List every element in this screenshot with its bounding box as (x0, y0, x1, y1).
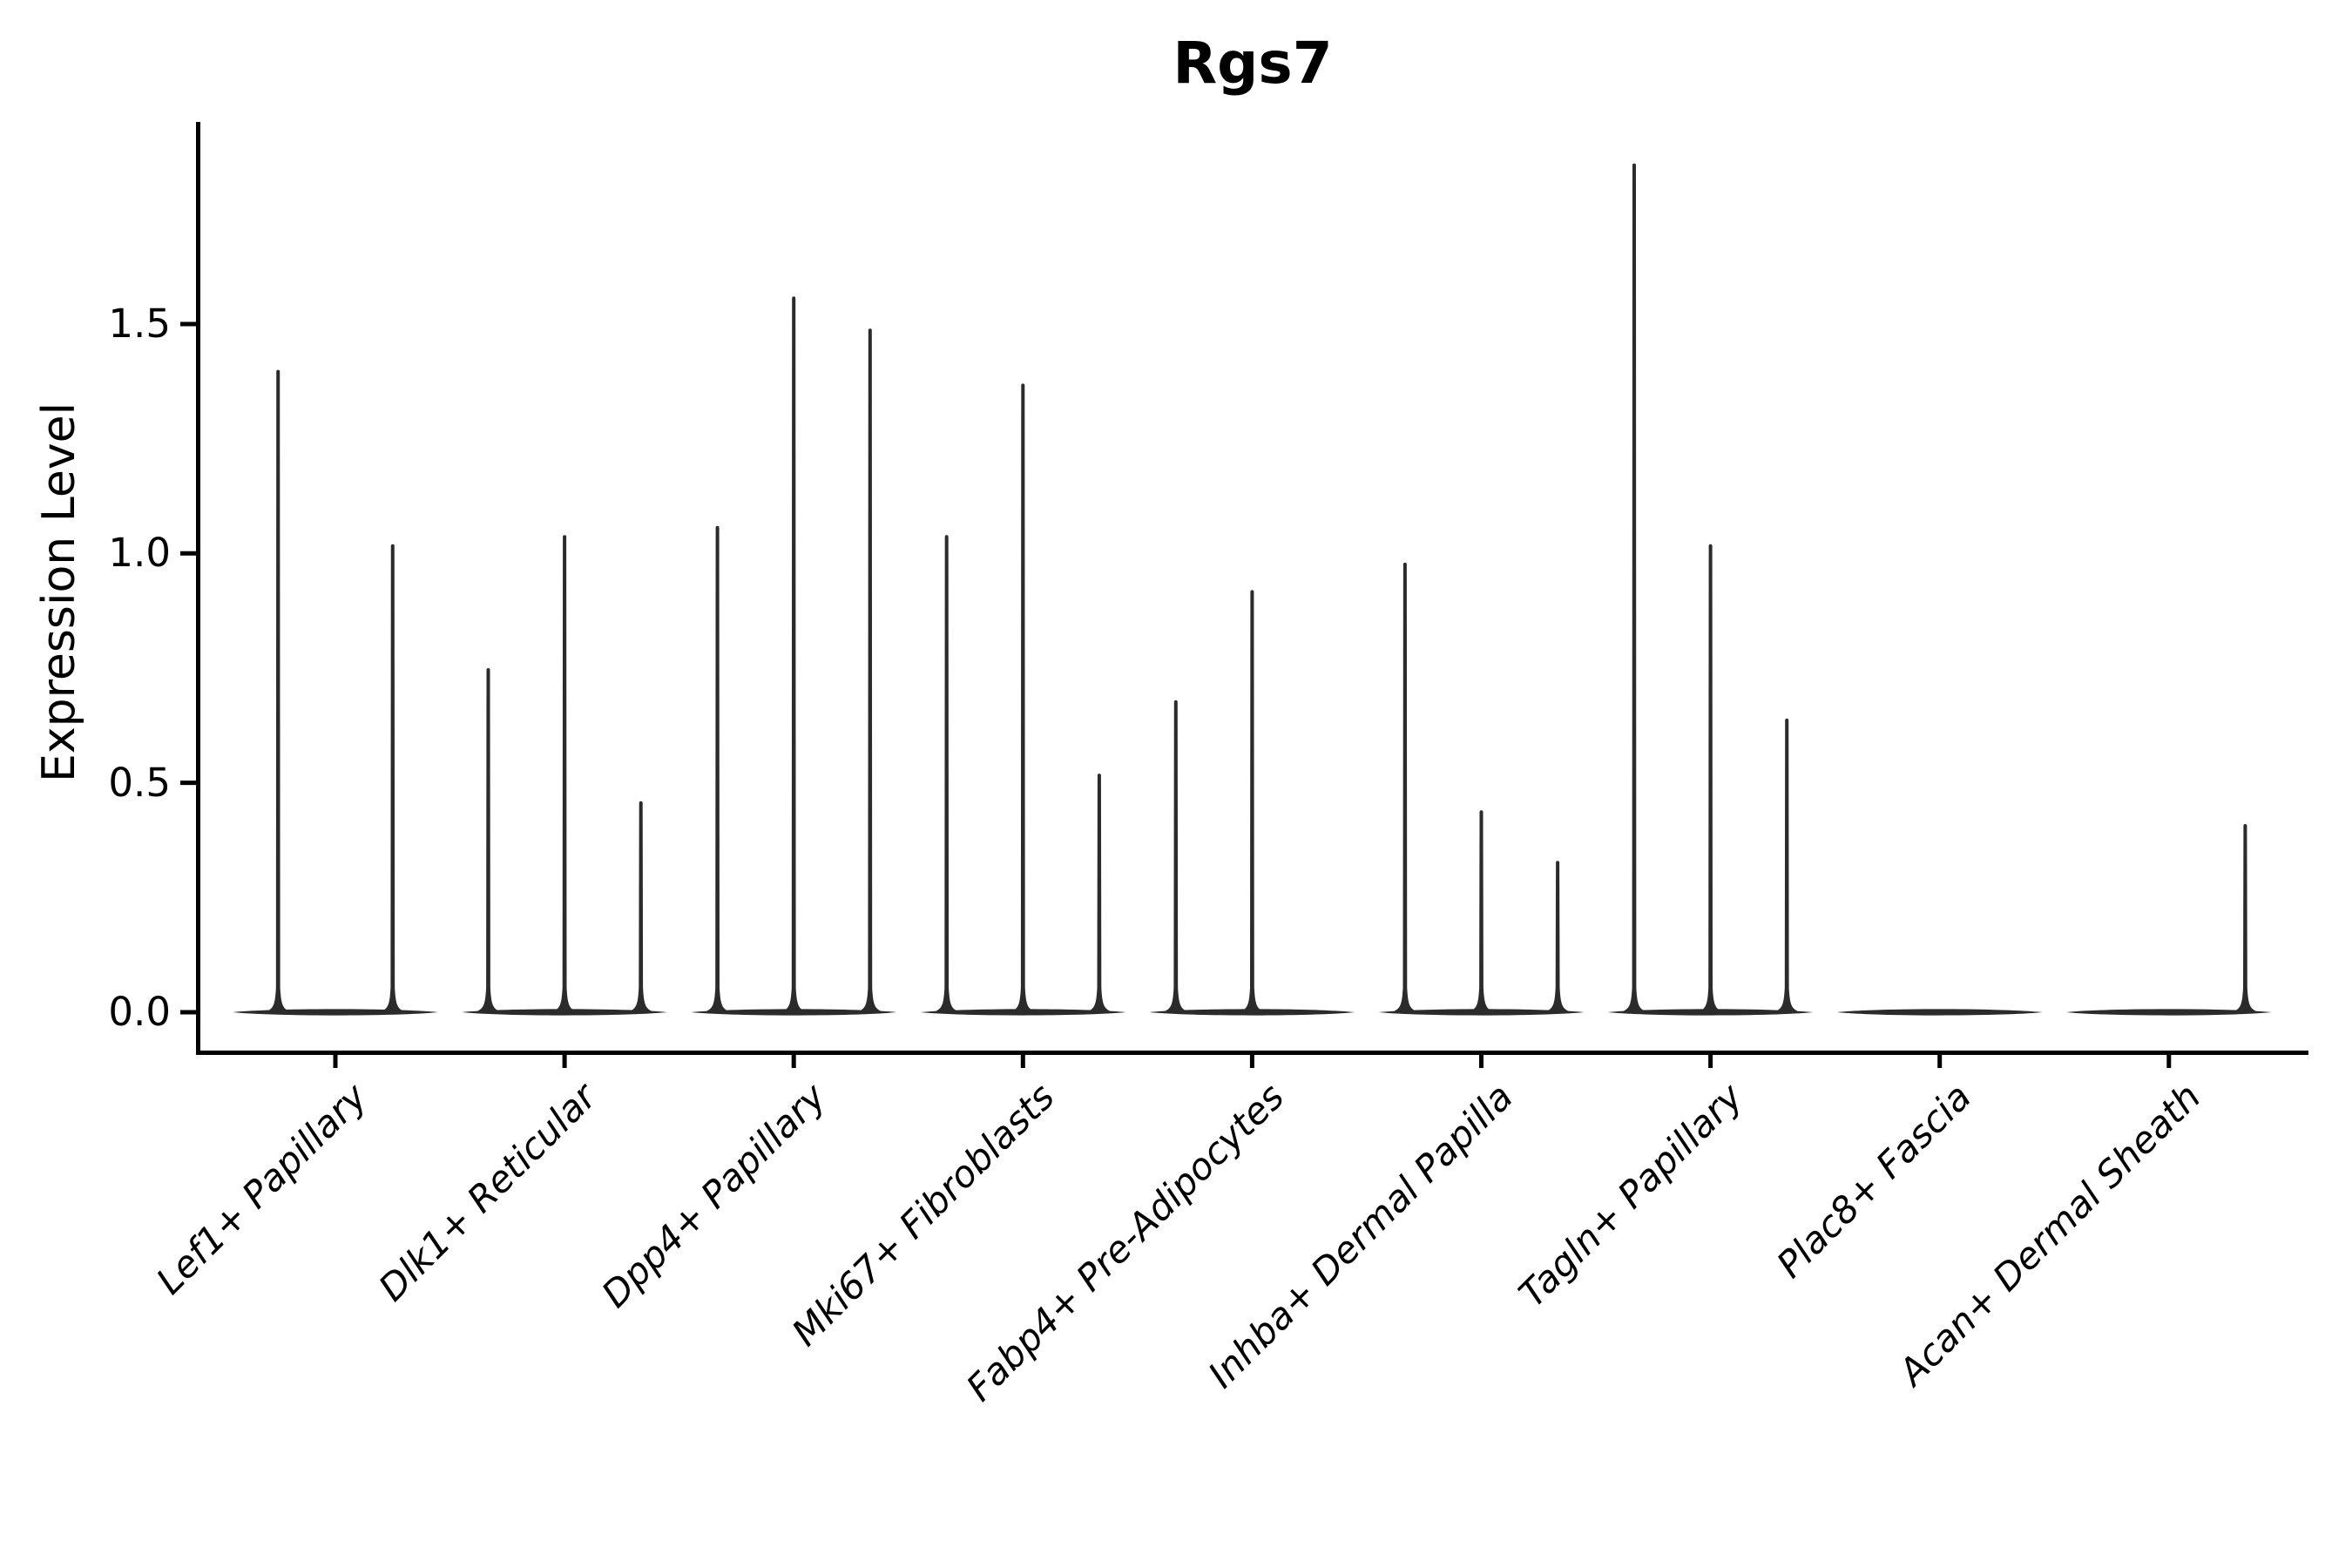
violin-body (1836, 1009, 2043, 1016)
violin-spike (936, 535, 957, 1012)
violin-spike (1700, 544, 1721, 1012)
violin-spike (554, 535, 576, 1012)
y-axis-label: Expression Level (33, 402, 85, 783)
violin-spike (1241, 590, 1263, 1012)
violin-body (2065, 1009, 2272, 1016)
violin-spike (477, 667, 499, 1012)
violin-spike (1547, 861, 1569, 1012)
violin-spike (1776, 718, 1798, 1012)
violin-spike (1394, 562, 1416, 1012)
violin-spike (1165, 700, 1186, 1012)
y-tick-label: 0.5 (108, 759, 171, 806)
y-tick-label: 1.0 (108, 530, 171, 577)
violin-spike (630, 801, 652, 1012)
violin-body (233, 1009, 438, 1016)
violin-spike (1088, 774, 1110, 1012)
chart-title: Rgs7 (1173, 30, 1333, 97)
violin-spike (382, 544, 403, 1012)
axis-spine (196, 122, 2308, 1055)
violin-spike (783, 296, 805, 1012)
violin-spike (706, 525, 728, 1012)
violin-spike (859, 328, 881, 1012)
violin-spike (267, 369, 289, 1012)
y-tick-label: 0.0 (108, 989, 171, 1035)
violin-spike (1623, 163, 1645, 1013)
violin-spike (2234, 824, 2256, 1012)
violin-spike (1470, 810, 1492, 1012)
violin-spike (1012, 383, 1034, 1012)
y-tick-label: 1.5 (108, 300, 171, 347)
